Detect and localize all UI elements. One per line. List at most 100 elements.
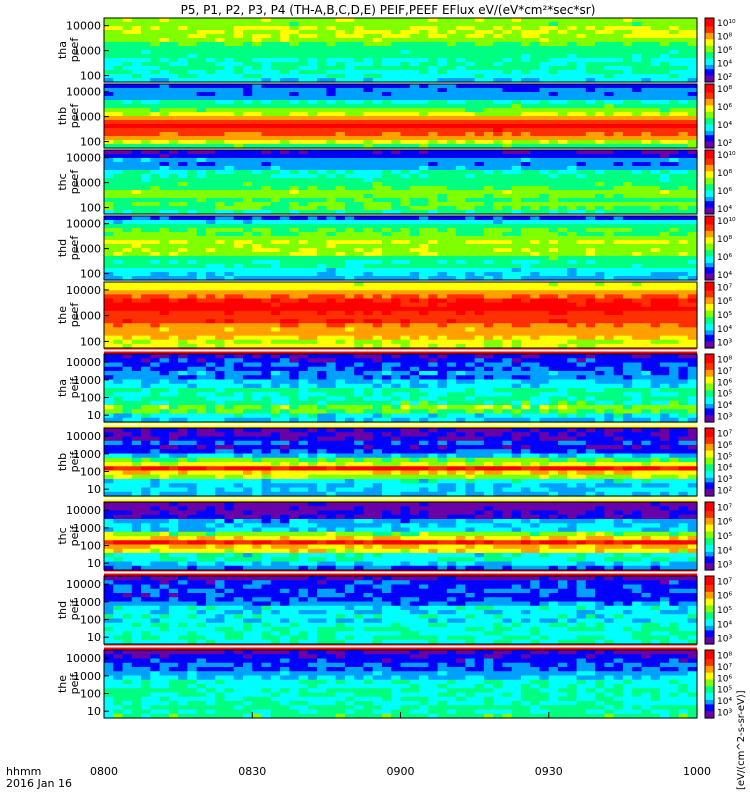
heatmap-cell	[622, 84, 633, 89]
heatmap-cell	[456, 128, 466, 133]
heatmap-cell	[205, 54, 216, 59]
heatmap-cell	[391, 268, 402, 273]
heatmap-cell	[215, 294, 226, 300]
heatmap-cell	[474, 140, 485, 145]
heatmap-cell	[391, 144, 402, 149]
heatmap-cell	[483, 216, 494, 221]
heatmap-cell	[437, 194, 448, 199]
heatmap-cell	[567, 202, 578, 207]
heatmap-cell	[511, 268, 522, 273]
heatmap-cell	[224, 282, 235, 287]
heatmap-cell	[604, 120, 615, 125]
heatmap-cell	[474, 302, 485, 308]
heatmap-cell	[242, 62, 253, 67]
heatmap-cell	[548, 186, 559, 191]
heatmap-cell	[289, 26, 300, 31]
heatmap-cell	[520, 248, 531, 253]
heatmap-cell	[539, 170, 550, 175]
heatmap-cell	[520, 46, 531, 51]
heatmap-cell	[363, 178, 374, 183]
heatmap-cell	[354, 206, 365, 211]
heatmap-cell	[659, 112, 670, 117]
heatmap-cell	[363, 46, 374, 51]
heatmap-cell	[567, 100, 578, 105]
heatmap-cell	[595, 50, 605, 55]
heatmap-cell	[585, 108, 596, 113]
heatmap-cell	[150, 166, 161, 171]
heatmap-cell	[659, 194, 670, 199]
heatmap-cell	[344, 66, 355, 71]
heatmap-cell	[141, 38, 151, 43]
heatmap-cell	[520, 306, 531, 312]
heatmap-cell	[242, 58, 253, 63]
heatmap-cell	[224, 158, 235, 163]
heatmap-cell	[298, 22, 309, 27]
heatmap-cell	[141, 272, 151, 277]
heatmap-cell	[122, 22, 133, 27]
heatmap-cell	[456, 310, 466, 316]
heatmap-cell	[307, 140, 318, 145]
heatmap-cell	[270, 170, 281, 175]
heatmap-cell	[178, 96, 188, 101]
heatmap-cell	[372, 70, 383, 75]
heatmap-cell	[520, 202, 531, 207]
heatmap-cell	[576, 190, 587, 195]
heatmap-cell	[493, 58, 504, 63]
heatmap-cell	[669, 154, 680, 159]
heatmap-cell	[622, 34, 633, 39]
heatmap-cell	[483, 178, 494, 183]
heatmap-cell	[354, 315, 365, 320]
heatmap-cell	[122, 228, 133, 233]
heatmap-cell	[678, 96, 689, 101]
heatmap-cell	[270, 128, 281, 133]
heatmap-cell	[335, 120, 346, 125]
heatmap-cell	[456, 78, 466, 83]
heatmap-cell	[548, 282, 559, 287]
heatmap-cell	[567, 206, 578, 211]
heatmap-cell	[122, 248, 133, 253]
heatmap-cell	[113, 206, 124, 211]
heatmap-cell	[650, 58, 661, 63]
heatmap-cell	[669, 310, 680, 316]
heatmap-cell	[558, 319, 568, 324]
heatmap-cell	[428, 132, 439, 137]
heatmap-cell	[548, 42, 559, 47]
heatmap-cell	[446, 96, 457, 101]
colorbar-swatch	[705, 103, 714, 106]
heatmap-cell	[622, 120, 633, 125]
heatmap-cell	[159, 178, 170, 183]
heatmap-cell	[650, 26, 661, 31]
heatmap-cell	[381, 112, 392, 117]
heatmap-cell	[196, 323, 207, 328]
heatmap-cell	[326, 315, 337, 320]
heatmap-cell	[344, 198, 355, 203]
heatmap-cell	[381, 260, 392, 265]
heatmap-cell	[650, 240, 661, 245]
heatmap-cell	[344, 182, 355, 187]
heatmap-cell	[391, 232, 402, 237]
heatmap-cell	[335, 276, 346, 281]
heatmap-cell	[585, 244, 596, 249]
heatmap-cell	[585, 315, 596, 320]
heatmap-cell	[530, 154, 541, 159]
heatmap-cell	[520, 186, 531, 191]
heatmap-cell	[354, 136, 365, 141]
heatmap-cell	[650, 276, 661, 281]
heatmap-cell	[317, 140, 327, 145]
heatmap-cell	[604, 34, 615, 39]
heatmap-cell	[289, 272, 300, 277]
heatmap-cell	[632, 194, 643, 199]
heatmap-cell	[659, 236, 670, 241]
heatmap-cell	[196, 54, 207, 59]
heatmap-cell	[604, 240, 615, 245]
heatmap-cell	[650, 140, 661, 145]
heatmap-cell	[205, 140, 216, 145]
heatmap-cell	[622, 290, 633, 295]
heatmap-cell	[400, 216, 411, 221]
heatmap-cell	[604, 136, 615, 141]
heatmap-cell	[326, 294, 337, 300]
heatmap-cell	[428, 124, 439, 129]
heatmap-cell	[687, 294, 698, 300]
heatmap-cell	[317, 256, 327, 261]
heatmap-cell	[604, 100, 615, 105]
